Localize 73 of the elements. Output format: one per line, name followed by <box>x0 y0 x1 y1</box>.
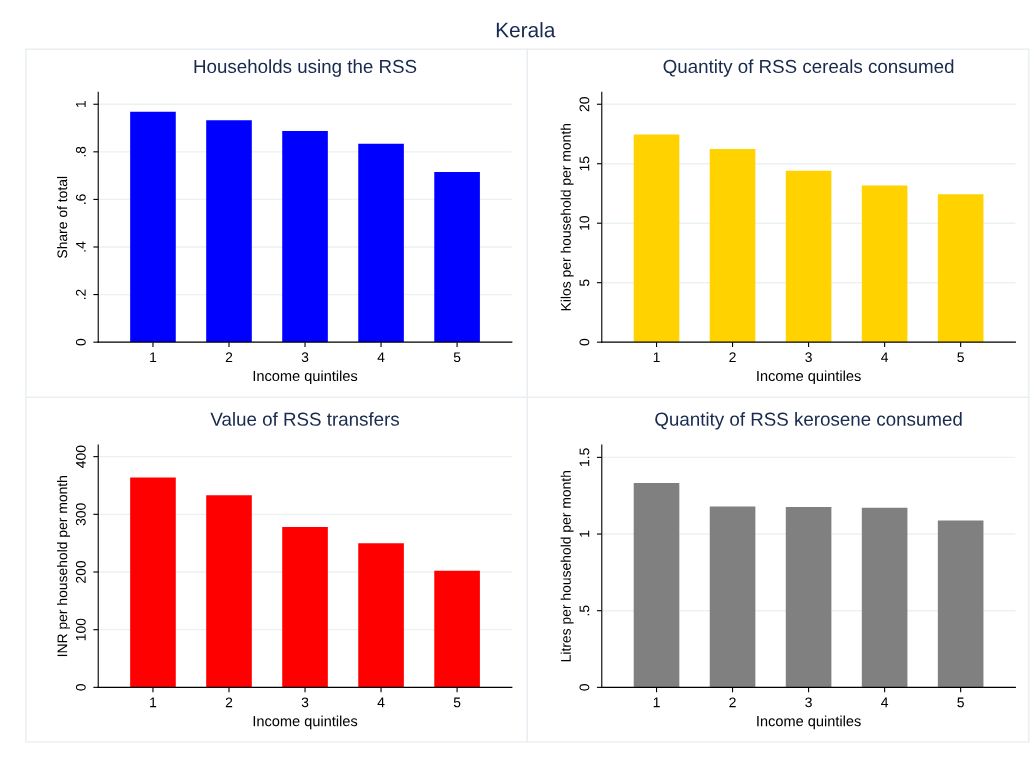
y-tick-label: .5 <box>579 605 590 616</box>
y-axis-title: INR per household per month <box>57 476 71 657</box>
y-axis-title: Litres per household per month <box>560 471 574 662</box>
y-tick-label: 10 <box>579 216 590 230</box>
y-tick-label: 100 <box>75 618 86 641</box>
bar <box>785 170 832 343</box>
x-tick-label: 2 <box>729 697 736 708</box>
x-tick-label: 5 <box>453 697 461 708</box>
bar <box>206 495 252 688</box>
bar <box>130 111 176 343</box>
x-tick-label: 3 <box>805 352 812 363</box>
chart-title: Households using the RSS <box>194 59 417 77</box>
x-tick-label: 1 <box>150 352 157 362</box>
x-tick-label: 5 <box>957 697 964 708</box>
bar <box>633 134 680 343</box>
x-axis-title: Income quintiles <box>253 370 358 384</box>
x-tick-label: 4 <box>377 697 385 708</box>
x-axis-title: Income quintiles <box>757 715 861 730</box>
y-tick-label: 300 <box>75 503 86 526</box>
bar <box>282 130 328 343</box>
y-tick-label: .4 <box>76 241 86 252</box>
x-tick-label: 5 <box>453 352 461 363</box>
bar <box>861 507 908 688</box>
x-tick-label: 3 <box>301 352 309 363</box>
x-tick-label: 5 <box>957 352 964 363</box>
bar <box>130 477 176 688</box>
y-tick-label: .2 <box>75 289 86 300</box>
y-axis-title: Kilos per household per month <box>560 123 574 311</box>
y-axis-title: Share of total <box>57 176 68 258</box>
y-tick-label: 200 <box>75 560 86 583</box>
x-tick-label: 1 <box>150 697 157 708</box>
bar <box>358 543 404 688</box>
bar <box>206 120 252 343</box>
x-tick-label: 4 <box>377 352 385 362</box>
bar <box>282 527 328 688</box>
y-tick-label: 0 <box>579 684 590 691</box>
y-tick-label: 0 <box>75 684 86 691</box>
y-tick-label: 20 <box>579 97 590 112</box>
x-tick-label: 1 <box>653 697 660 708</box>
x-axis-title: Income quintiles <box>757 370 861 384</box>
bar <box>709 506 756 688</box>
chart-title: Quantity of RSS cereals consumed <box>663 59 954 77</box>
x-tick-label: 3 <box>805 697 812 708</box>
x-tick-label: 2 <box>225 697 233 708</box>
bar <box>709 148 756 343</box>
y-tick-label: 0 <box>75 338 86 346</box>
x-tick-label: 1 <box>653 352 660 362</box>
x-tick-label: 2 <box>729 352 736 362</box>
y-tick-label: 1 <box>76 101 86 108</box>
x-axis-title: Income quintiles <box>253 715 358 730</box>
bar <box>937 520 984 688</box>
bar <box>358 143 404 343</box>
chart-title: Value of RSS transfers <box>210 412 400 426</box>
chart-title: Quantity of RSS kerosene consumed <box>655 412 962 430</box>
bar <box>785 506 832 688</box>
y-tick-label: .8 <box>75 146 86 157</box>
x-tick-label: 3 <box>301 697 309 708</box>
y-tick-label: 1 <box>579 530 590 537</box>
bar <box>434 570 480 688</box>
y-tick-label: 5 <box>579 279 590 286</box>
y-tick-label: 1.5 <box>579 448 590 466</box>
x-tick-label: 2 <box>225 352 233 362</box>
y-tick-label: 400 <box>75 445 86 468</box>
x-tick-label: 4 <box>881 697 889 708</box>
bar <box>861 185 908 343</box>
bar <box>937 194 984 343</box>
y-tick-label: 0 <box>579 338 590 346</box>
bar <box>633 482 680 688</box>
text: Kerala <box>496 22 556 38</box>
bar <box>434 172 480 343</box>
y-tick-label: 15 <box>579 156 590 171</box>
y-tick-label: .6 <box>75 194 86 204</box>
x-tick-label: 4 <box>881 352 889 362</box>
